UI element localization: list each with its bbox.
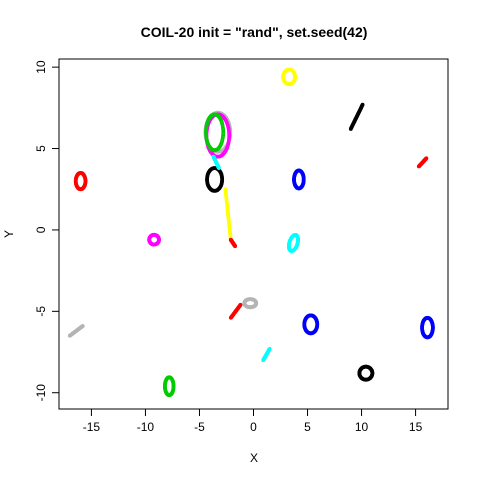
x-tick-label: 5 (304, 420, 311, 434)
plot-frame (58, 58, 449, 410)
data-point (226, 124, 231, 129)
data-point (227, 137, 231, 142)
x-axis: -15 -10 -5 0 5 10 15 (83, 408, 423, 434)
data-point (226, 139, 231, 143)
data-point (227, 129, 231, 134)
data-point (370, 371, 375, 376)
data-points (67, 67, 435, 398)
x-tick-label: 0 (250, 420, 257, 434)
y-tick-label: -5 (34, 306, 48, 317)
y-tick-label: 0 (34, 226, 48, 233)
chart-title: COIL-20 init = "rand", set.seed(42) (141, 24, 368, 40)
data-point (294, 244, 299, 249)
data-point (315, 323, 320, 328)
data-point (226, 142, 231, 147)
data-point (424, 156, 429, 161)
data-point (217, 166, 221, 171)
data-point (221, 131, 226, 136)
data-point (80, 324, 85, 328)
data-point (227, 131, 232, 136)
data-point (360, 102, 365, 107)
x-tick-label: -10 (137, 420, 155, 434)
data-point (431, 326, 435, 331)
data-point (254, 301, 259, 306)
data-point (83, 179, 88, 184)
data-point (227, 135, 232, 140)
data-point (157, 238, 161, 243)
data-point (227, 133, 232, 138)
x-tick-label: -15 (83, 420, 101, 434)
y-tick-label: 10 (34, 60, 48, 74)
y-axis-label: Y (2, 230, 16, 238)
data-point (226, 140, 231, 145)
x-axis-label: X (250, 451, 258, 465)
data-point (267, 346, 272, 351)
data-point (226, 128, 231, 132)
data-point (301, 178, 306, 183)
data-point (171, 385, 176, 389)
y-axis: -10 -5 0 5 10 (34, 60, 60, 402)
x-tick-label: 15 (409, 420, 423, 434)
data-point (220, 178, 225, 183)
data-point (238, 302, 243, 307)
data-point (233, 244, 238, 249)
data-point (293, 75, 298, 80)
x-tick-label: 10 (355, 420, 369, 434)
y-tick-label: -10 (34, 384, 48, 402)
data-point (221, 133, 226, 138)
x-tick-label: -5 (194, 420, 205, 434)
y-tick-label: 5 (34, 145, 48, 152)
data-point (226, 126, 231, 131)
